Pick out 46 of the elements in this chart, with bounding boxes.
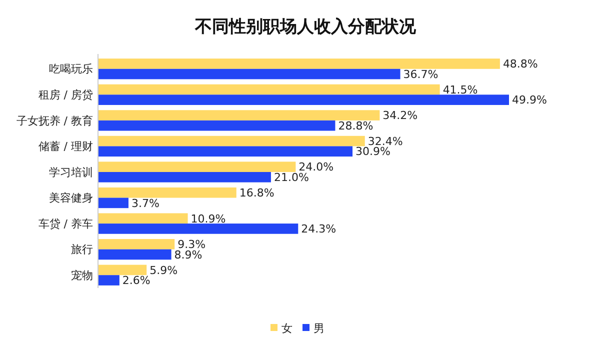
data-label: 24.0% — [298, 160, 334, 174]
data-label: 3.7% — [131, 196, 160, 210]
data-label: 2.6% — [122, 274, 150, 288]
data-label: 36.7% — [403, 68, 438, 81]
data-label: 41.5% — [442, 83, 478, 96]
data-label: 28.8% — [338, 119, 374, 132]
y-tick-label: 车贷 / 养车 — [38, 217, 93, 230]
bar — [98, 239, 175, 250]
chart-title: 不同性别职场人收入分配状况 — [194, 17, 417, 37]
bar — [98, 110, 380, 120]
legend-label: 女 — [282, 322, 292, 335]
data-label: 16.8% — [239, 186, 274, 200]
bar — [98, 172, 271, 182]
data-label: 10.9% — [190, 212, 226, 226]
data-label: 30.9% — [356, 145, 390, 158]
bar — [98, 120, 336, 131]
data-label: 49.9% — [512, 94, 547, 107]
y-tick-label: 租房 / 房贷 — [38, 88, 93, 102]
bar — [98, 162, 296, 172]
y-tick-label: 吃喝玩乐 — [49, 62, 93, 76]
data-label: 24.3% — [301, 222, 336, 236]
y-tick-label: 储蓄 / 理财 — [38, 140, 93, 154]
data-label: 48.8% — [502, 58, 538, 71]
bar — [98, 224, 298, 234]
bar — [98, 213, 188, 224]
y-tick-label: 旅行 — [71, 243, 93, 256]
y-tick-label: 美容健身 — [49, 192, 93, 205]
bar — [98, 84, 440, 95]
bar — [98, 136, 365, 146]
bar — [98, 198, 128, 208]
bar — [98, 187, 236, 198]
data-label: 21.0% — [274, 171, 309, 184]
legend-label: 男 — [314, 322, 324, 335]
bar — [98, 146, 353, 157]
bar — [98, 58, 500, 69]
bar — [98, 264, 147, 276]
data-label: 32.4% — [368, 134, 403, 148]
bar — [98, 249, 172, 260]
bar — [98, 275, 120, 286]
y-tick-label: 宠物 — [71, 268, 93, 282]
y-tick-label: 学习培训 — [49, 166, 93, 179]
bar — [98, 94, 509, 105]
data-label: 34.2% — [382, 109, 418, 122]
data-label: 5.9% — [150, 264, 178, 277]
bar — [98, 68, 400, 80]
y-tick-label: 子女抚养 / 教育 — [16, 114, 93, 128]
